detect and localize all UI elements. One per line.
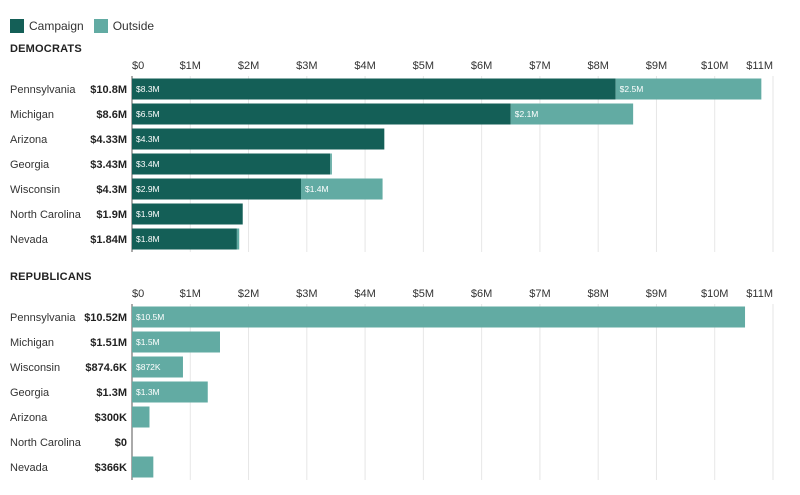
dem-total-label-nevada: $1.84M [90, 234, 127, 246]
rep-state-label-georgia: Georgia [10, 387, 50, 399]
dem-bar-campaign-nevada [132, 228, 237, 250]
dem-bar-outside-wisconsin [300, 178, 383, 200]
rep-x-tick-label-2: $2M [238, 288, 259, 300]
rep-state-label-pennsylvania: Pennsylvania [10, 312, 76, 324]
dem-x-tick-label-4: $4M [354, 60, 375, 72]
dem-bar-label-outside-michigan: $2.1M [515, 109, 539, 119]
rep-x-tick-label-9: $9M [646, 288, 667, 300]
dem-bar-label-campaign-georgia: $3.4M [136, 159, 160, 169]
legend-swatch-campaign [10, 19, 24, 33]
dem-bar-label-campaign-pennsylvania: $8.3M [136, 84, 160, 94]
dem-x-tick-label-10: $10M [701, 60, 729, 72]
rep-x-tick-label-4: $4M [354, 288, 375, 300]
rep-state-label-arizona: Arizona [10, 412, 48, 424]
dem-bar-campaign-pennsylvania [132, 78, 616, 100]
rep-total-label-north-carolina: $0 [115, 437, 127, 449]
dem-total-label-pennsylvania: $10.8M [90, 84, 127, 96]
dem-bar-outside-nevada [236, 228, 240, 250]
dem-bar-campaign-north-carolina [132, 203, 243, 225]
dem-total-label-wisconsin: $4.3M [96, 184, 127, 196]
rep-bar-label-outside-michigan: $1.5M [136, 337, 160, 347]
dem-x-tick-label-7: $7M [529, 60, 550, 72]
rep-bar-label-outside-pennsylvania: $10.5M [136, 312, 164, 322]
rep-bar-outside-nevada [132, 456, 154, 478]
dem-total-label-georgia: $3.43M [90, 159, 127, 171]
rep-x-tick-label-5: $5M [413, 288, 434, 300]
rep-bar-outside-georgia [132, 381, 208, 403]
rep-total-label-nevada: $366K [95, 462, 127, 474]
dem-x-tick-label-6: $6M [471, 60, 492, 72]
legend-swatch-outside [93, 19, 108, 33]
legend-item-campaign: Campaign [10, 19, 84, 33]
rep-bar-label-outside-georgia: $1.3M [136, 387, 160, 397]
rep-state-label-wisconsin: Wisconsin [10, 362, 60, 374]
rep-x-tick-label-0: $0 [132, 288, 144, 300]
rep-x-tick-label-10: $10M [701, 288, 729, 300]
rep-x-tick-label-8: $8M [587, 288, 608, 300]
legend-item-outside: Outside [93, 19, 155, 33]
rep-x-tick-label-11: $11M [746, 288, 773, 300]
dem-total-label-north-carolina: $1.9M [96, 209, 127, 221]
dem-state-label-nevada: Nevada [10, 234, 49, 246]
dem-x-tick-label-0: $0 [132, 60, 144, 72]
dem-total-label-arizona: $4.33M [90, 134, 127, 146]
rep-total-label-georgia: $1.3M [96, 387, 127, 399]
dem-bar-label-campaign-arizona: $4.3M [136, 134, 160, 144]
legend-label-outside: Outside [112, 19, 155, 33]
dem-bar-outside-georgia [330, 153, 332, 175]
democrats-section-title: DEMOCRATS [10, 43, 82, 55]
rep-bar-outside-pennsylvania [132, 306, 746, 328]
rep-total-label-michigan: $1.51M [90, 337, 127, 349]
rep-bar-label-outside-wisconsin: $872K [136, 362, 161, 372]
dem-x-tick-label-11: $11M [746, 60, 773, 72]
rep-state-label-north-carolina: North Carolina [10, 437, 82, 449]
dem-bar-label-outside-pennsylvania: $2.5M [620, 84, 644, 94]
rep-bar-outside-wisconsin [132, 356, 183, 378]
dem-bar-outside-pennsylvania [615, 78, 762, 100]
dem-state-label-arizona: Arizona [10, 134, 48, 146]
dem-state-label-wisconsin: Wisconsin [10, 184, 60, 196]
dem-x-tick-label-5: $5M [413, 60, 434, 72]
dem-bar-outside-michigan [510, 103, 634, 125]
rep-x-tick-label-1: $1M [180, 288, 201, 300]
dem-x-tick-label-8: $8M [587, 60, 608, 72]
dem-bar-label-outside-wisconsin: $1.4M [305, 184, 329, 194]
rep-bar-outside-michigan [132, 331, 220, 353]
dem-bar-campaign-wisconsin [132, 178, 301, 200]
dem-bar-label-campaign-michigan: $6.5M [136, 109, 160, 119]
dem-bar-campaign-michigan [132, 103, 511, 125]
legend-label-campaign: Campaign [29, 19, 84, 33]
dem-x-tick-label-9: $9M [646, 60, 667, 72]
rep-total-label-pennsylvania: $10.52M [84, 312, 127, 324]
rep-x-tick-label-3: $3M [296, 288, 317, 300]
dem-state-label-michigan: Michigan [10, 109, 54, 121]
legend: Campaign Outside [10, 19, 164, 33]
dem-bar-label-campaign-north-carolina: $1.9M [136, 209, 160, 219]
dem-x-tick-label-3: $3M [296, 60, 317, 72]
republicans-section-title: REPUBLICANS [10, 271, 92, 283]
rep-bar-outside-arizona [132, 406, 150, 428]
rep-state-label-michigan: Michigan [10, 337, 54, 349]
rep-total-label-arizona: $300K [95, 412, 127, 424]
dem-bar-campaign-arizona [132, 128, 385, 150]
dem-x-tick-label-2: $2M [238, 60, 259, 72]
dem-state-label-georgia: Georgia [10, 159, 50, 171]
dem-bar-label-campaign-nevada: $1.8M [136, 234, 160, 244]
dem-bar-label-campaign-wisconsin: $2.9M [136, 184, 160, 194]
dem-bar-campaign-georgia [132, 153, 331, 175]
rep-x-tick-label-7: $7M [529, 288, 550, 300]
rep-state-label-nevada: Nevada [10, 462, 49, 474]
rep-x-tick-label-6: $6M [471, 288, 492, 300]
dem-state-label-north-carolina: North Carolina [10, 209, 82, 221]
dem-x-tick-label-1: $1M [180, 60, 201, 72]
dem-state-label-pennsylvania: Pennsylvania [10, 84, 76, 96]
dem-total-label-michigan: $8.6M [96, 109, 127, 121]
rep-total-label-wisconsin: $874.6K [85, 362, 127, 374]
